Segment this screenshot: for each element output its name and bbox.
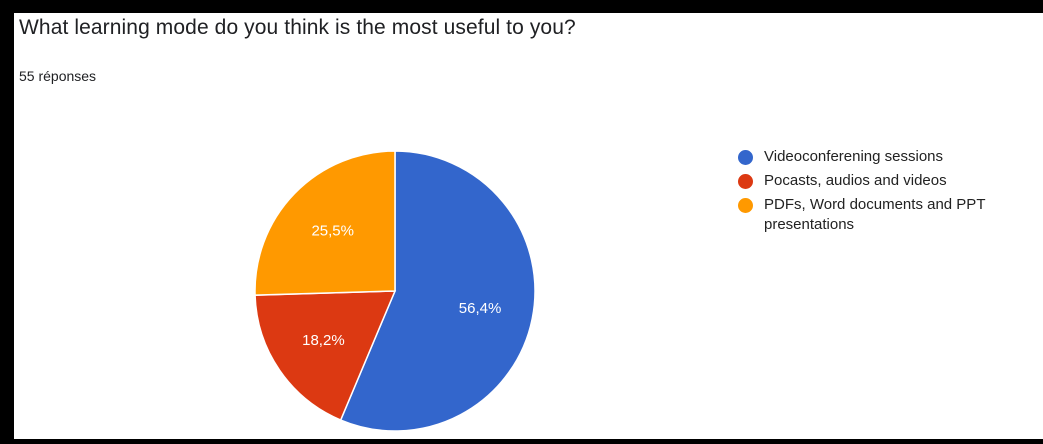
legend-swatch (738, 198, 753, 213)
pie-slice[interactable] (339, 150, 536, 432)
legend-swatch (738, 174, 753, 189)
pie-slice-label: 18,2% (302, 332, 345, 349)
pie-chart: 56,4% 18,2% 25,5% (254, 150, 536, 432)
chart-card: What learning mode do you think is the m… (14, 13, 1043, 439)
pie-slice[interactable] (254, 290, 397, 422)
legend-label: Pocasts, audios and videos (764, 172, 947, 189)
pie-slice-label: 25,5% (311, 223, 354, 240)
legend-item[interactable]: Pocasts, audios and videos (738, 171, 1043, 191)
legend-label: PDFs, Word documents and PPT presentatio… (764, 196, 986, 233)
legend-item[interactable]: Videoconferening sessions (738, 147, 1043, 167)
legend-swatch (738, 150, 753, 165)
pie-slice[interactable] (254, 150, 396, 296)
legend-label: Videoconferening sessions (764, 148, 944, 165)
pie-slice-label: 56,4% (459, 300, 502, 317)
question-title: What learning mode do you think is the m… (19, 16, 576, 39)
legend: Videoconferening sessions Pocasts, audio… (738, 147, 1043, 239)
response-count: 55 réponses (19, 68, 97, 84)
legend-item[interactable]: PDFs, Word documents and PPT presentatio… (738, 195, 1043, 235)
